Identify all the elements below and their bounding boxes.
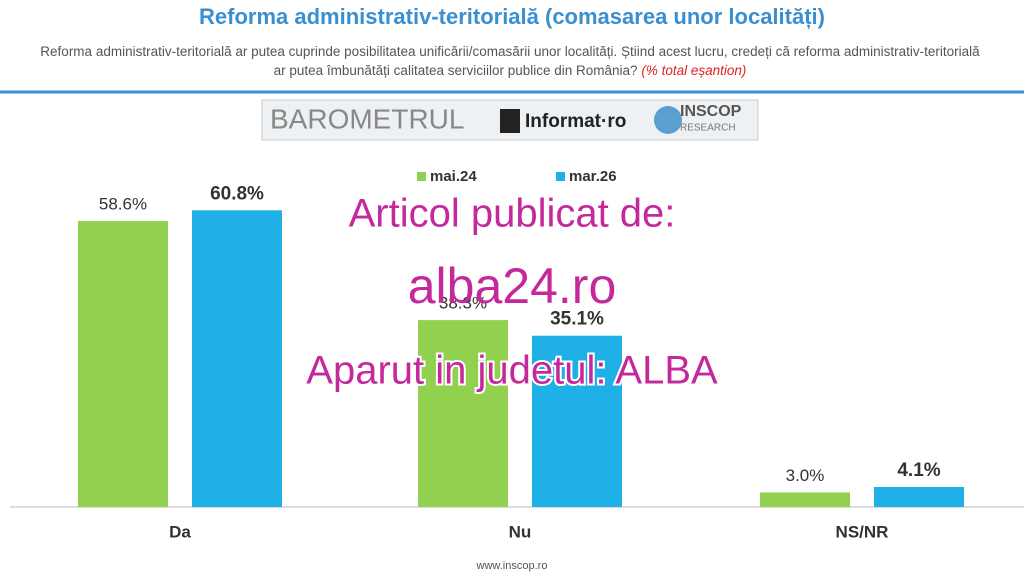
chart-title: Reforma administrativ-teritorială (comas… (199, 4, 825, 29)
bar (760, 492, 850, 507)
bar (418, 320, 508, 507)
brand-partner: Informat·ro (525, 111, 626, 132)
bar (192, 210, 282, 507)
data-label: 60.8% (210, 183, 264, 204)
data-label: 35.1% (550, 309, 604, 330)
watermark-line: Aparut in judetul: ALBA (306, 349, 718, 393)
bar (78, 221, 168, 508)
brand-institute: INSCOP (680, 103, 742, 120)
legend-swatch (556, 172, 565, 181)
data-label: 4.1% (897, 460, 940, 481)
chart-subtitle: Reforma administrativ-teritorială ar put… (40, 42, 980, 80)
legend-label: mai.24 (430, 168, 477, 185)
subtitle-note: (% total eșantion) (641, 63, 747, 78)
x-tick-label: Nu (509, 522, 532, 541)
brand-institute-sub: RESEARCH (680, 123, 736, 134)
data-label: 58.6% (99, 195, 147, 214)
watermark-site: alba24.ro (408, 258, 617, 314)
x-tick-label: NS/NR (836, 522, 889, 541)
legend-label: mar.26 (569, 168, 617, 185)
brand-barometer: BAROMETRUL (270, 103, 464, 134)
legend-swatch (417, 172, 426, 181)
watermark-line: Articol publicat de: (349, 192, 676, 236)
footer: www.inscop.ro (476, 560, 548, 572)
data-label: 38.3% (439, 294, 487, 313)
bar (874, 486, 964, 507)
brand-icon (500, 109, 520, 133)
subtitle-text: Reforma administrativ-teritorială ar put… (40, 44, 980, 78)
bar (532, 335, 622, 507)
data-label: 3.0% (786, 466, 825, 485)
x-tick-label: Da (169, 522, 191, 541)
brand-logo (654, 106, 682, 134)
plot: Da 58.6% 60.8% Nu 38.3% 35.1% NS/NR 3.0% 4.1% mai… (78, 168, 964, 541)
